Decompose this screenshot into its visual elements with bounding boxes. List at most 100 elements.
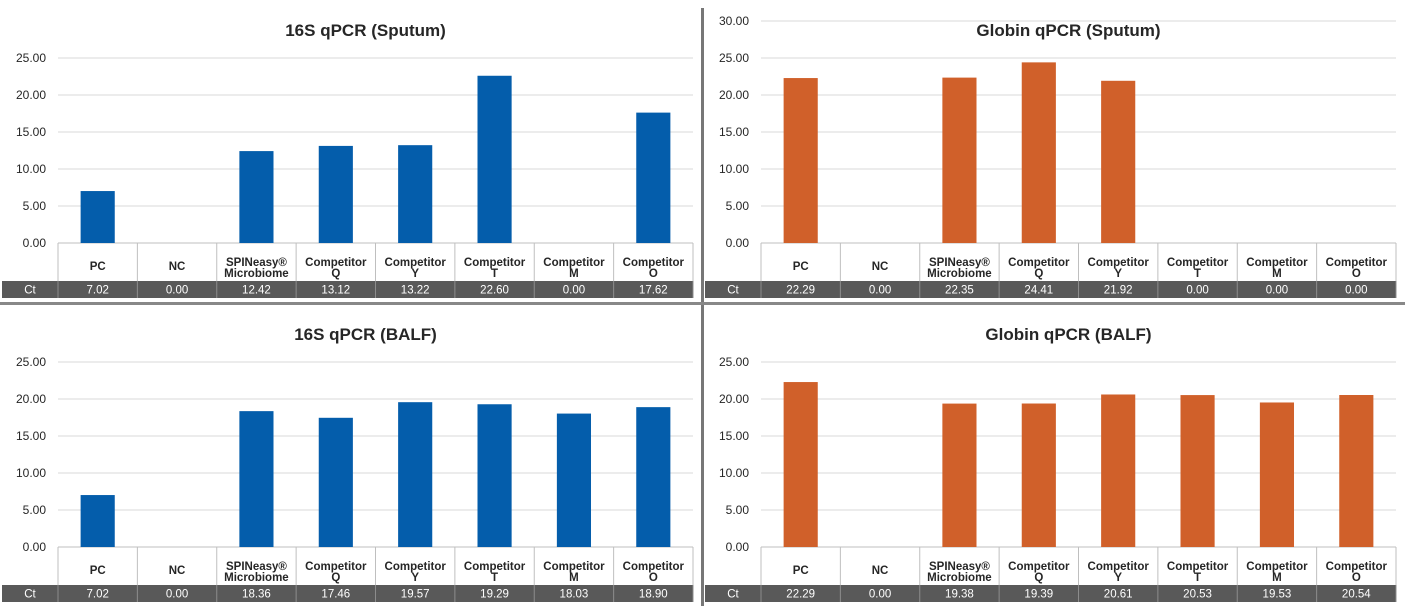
ct-value: 22.35 xyxy=(945,285,974,297)
y-tick-label: 15.00 xyxy=(16,429,46,443)
y-tick-label: 5.00 xyxy=(726,199,750,213)
category-label: Y xyxy=(1114,268,1122,280)
bar xyxy=(80,191,115,243)
bar xyxy=(318,145,353,243)
ct-value: 18.90 xyxy=(639,589,668,601)
ct-value: 19.53 xyxy=(1263,589,1292,601)
y-tick-label: 15.00 xyxy=(719,125,749,139)
category-label: Competitor xyxy=(1088,257,1150,269)
ct-value: 12.42 xyxy=(242,285,271,297)
bar xyxy=(783,382,818,547)
ct-value: 18.36 xyxy=(242,589,271,601)
chart-panel-globin-balf: Globin qPCR (BALF) 0.00 5.00 10.00 15.00 20.0… xyxy=(703,304,1405,607)
horizontal-divider xyxy=(0,302,1405,305)
ct-value: 18.03 xyxy=(560,589,589,601)
chart-svg-globin-sputum: Globin qPCR (Sputum) 0.00 5.00 10.00 15.00 20… xyxy=(705,14,1397,298)
chart-panel-16s-sputum: 16S qPCR (Sputum) 0.00 5.00 10.00 15.00 20.00… xyxy=(0,0,702,303)
bar xyxy=(318,417,353,547)
y-tick-label: 5.00 xyxy=(726,503,750,517)
y-tick-label: 5.00 xyxy=(23,199,47,213)
y-tick-label: 15.00 xyxy=(719,429,749,443)
chart-title: 16S qPCR (Sputum) xyxy=(285,21,446,40)
category-label: Competitor xyxy=(385,561,447,573)
ct-row-label: Ct xyxy=(24,285,36,297)
ct-value: 13.12 xyxy=(321,285,350,297)
bar xyxy=(80,495,115,547)
y-tick-label: 25.00 xyxy=(719,355,749,369)
ct-row-label: Ct xyxy=(727,285,739,297)
category-label: Competitor xyxy=(385,257,447,269)
y-tick-label: 10.00 xyxy=(16,162,46,176)
ct-value: 19.29 xyxy=(480,589,509,601)
category-label: T xyxy=(1194,572,1201,584)
category-label: O xyxy=(649,572,658,584)
bar xyxy=(942,403,977,547)
category-label: Q xyxy=(331,572,340,584)
bar xyxy=(636,407,671,547)
bar xyxy=(1180,395,1215,547)
category-label: SPINeasy® xyxy=(226,561,287,573)
y-tick-label: 25.00 xyxy=(719,51,749,65)
ct-value: 19.57 xyxy=(401,589,430,601)
chart-title: Globin qPCR (Sputum) xyxy=(976,21,1160,40)
category-label: Competitor xyxy=(1246,561,1308,573)
ct-value: 0.00 xyxy=(563,285,585,297)
ct-value: 0.00 xyxy=(166,589,188,601)
ct-value: 22.60 xyxy=(480,285,509,297)
category-label: O xyxy=(1352,268,1361,280)
ct-table-row xyxy=(705,281,1396,298)
chart-panel-16s-balf: 16S qPCR (BALF) 0.00 5.00 10.00 15.00 20.00 25… xyxy=(0,304,702,607)
y-tick-label: 25.00 xyxy=(16,51,46,65)
bar xyxy=(556,413,592,547)
bar xyxy=(942,77,977,243)
category-label: Q xyxy=(1034,572,1043,584)
ct-value: 22.29 xyxy=(786,285,815,297)
category-label: M xyxy=(569,572,579,584)
category-label: T xyxy=(491,268,498,280)
ct-row-label: Ct xyxy=(24,589,36,601)
ct-table-row xyxy=(705,585,1396,602)
bar xyxy=(1021,62,1056,244)
y-tick-label: 0.00 xyxy=(23,236,47,250)
y-tick-label: 20.00 xyxy=(16,392,46,406)
ct-value: 7.02 xyxy=(86,285,108,297)
y-tick-label: 20.00 xyxy=(719,88,749,102)
category-label: Competitor xyxy=(1008,561,1070,573)
category-label: Q xyxy=(1034,268,1043,280)
category-label: Competitor xyxy=(623,257,685,269)
category-label: Y xyxy=(1114,572,1122,584)
ct-value: 22.29 xyxy=(786,589,815,601)
category-label: Competitor xyxy=(1008,257,1070,269)
ct-value: 20.53 xyxy=(1183,589,1212,601)
category-label: M xyxy=(1272,268,1282,280)
ct-value: 13.22 xyxy=(401,285,430,297)
category-label: O xyxy=(649,268,658,280)
ct-row-label: Ct xyxy=(727,589,739,601)
bar xyxy=(1339,395,1374,547)
chart-panel-globin-sputum: Globin qPCR (Sputum) 0.00 5.00 10.00 15.00 20… xyxy=(703,0,1405,303)
category-label: M xyxy=(569,268,579,280)
y-tick-label: 25.00 xyxy=(16,355,46,369)
category-label: O xyxy=(1352,572,1361,584)
ct-value: 0.00 xyxy=(869,589,891,601)
ct-value: 20.61 xyxy=(1104,589,1133,601)
bar xyxy=(477,404,512,547)
y-tick-label: 10.00 xyxy=(719,466,749,480)
ct-value: 19.39 xyxy=(1024,589,1053,601)
ct-value: 0.00 xyxy=(1266,285,1288,297)
chart-svg-16s-sputum: 16S qPCR (Sputum) 0.00 5.00 10.00 15.00 20.00… xyxy=(2,21,694,298)
y-tick-label: 0.00 xyxy=(726,540,750,554)
category-label: NC xyxy=(169,565,186,577)
category-label: Competitor xyxy=(464,561,526,573)
ct-value: 0.00 xyxy=(1345,285,1367,297)
bar xyxy=(1101,80,1136,244)
category-label: PC xyxy=(90,565,106,577)
y-tick-label: 20.00 xyxy=(16,88,46,102)
bar xyxy=(783,78,818,243)
bar xyxy=(1021,403,1056,547)
y-tick-label: 10.00 xyxy=(16,466,46,480)
ct-value: 21.92 xyxy=(1104,285,1133,297)
category-label: Microbiome xyxy=(224,572,289,584)
bar xyxy=(1101,394,1136,547)
category-label: NC xyxy=(169,261,186,273)
